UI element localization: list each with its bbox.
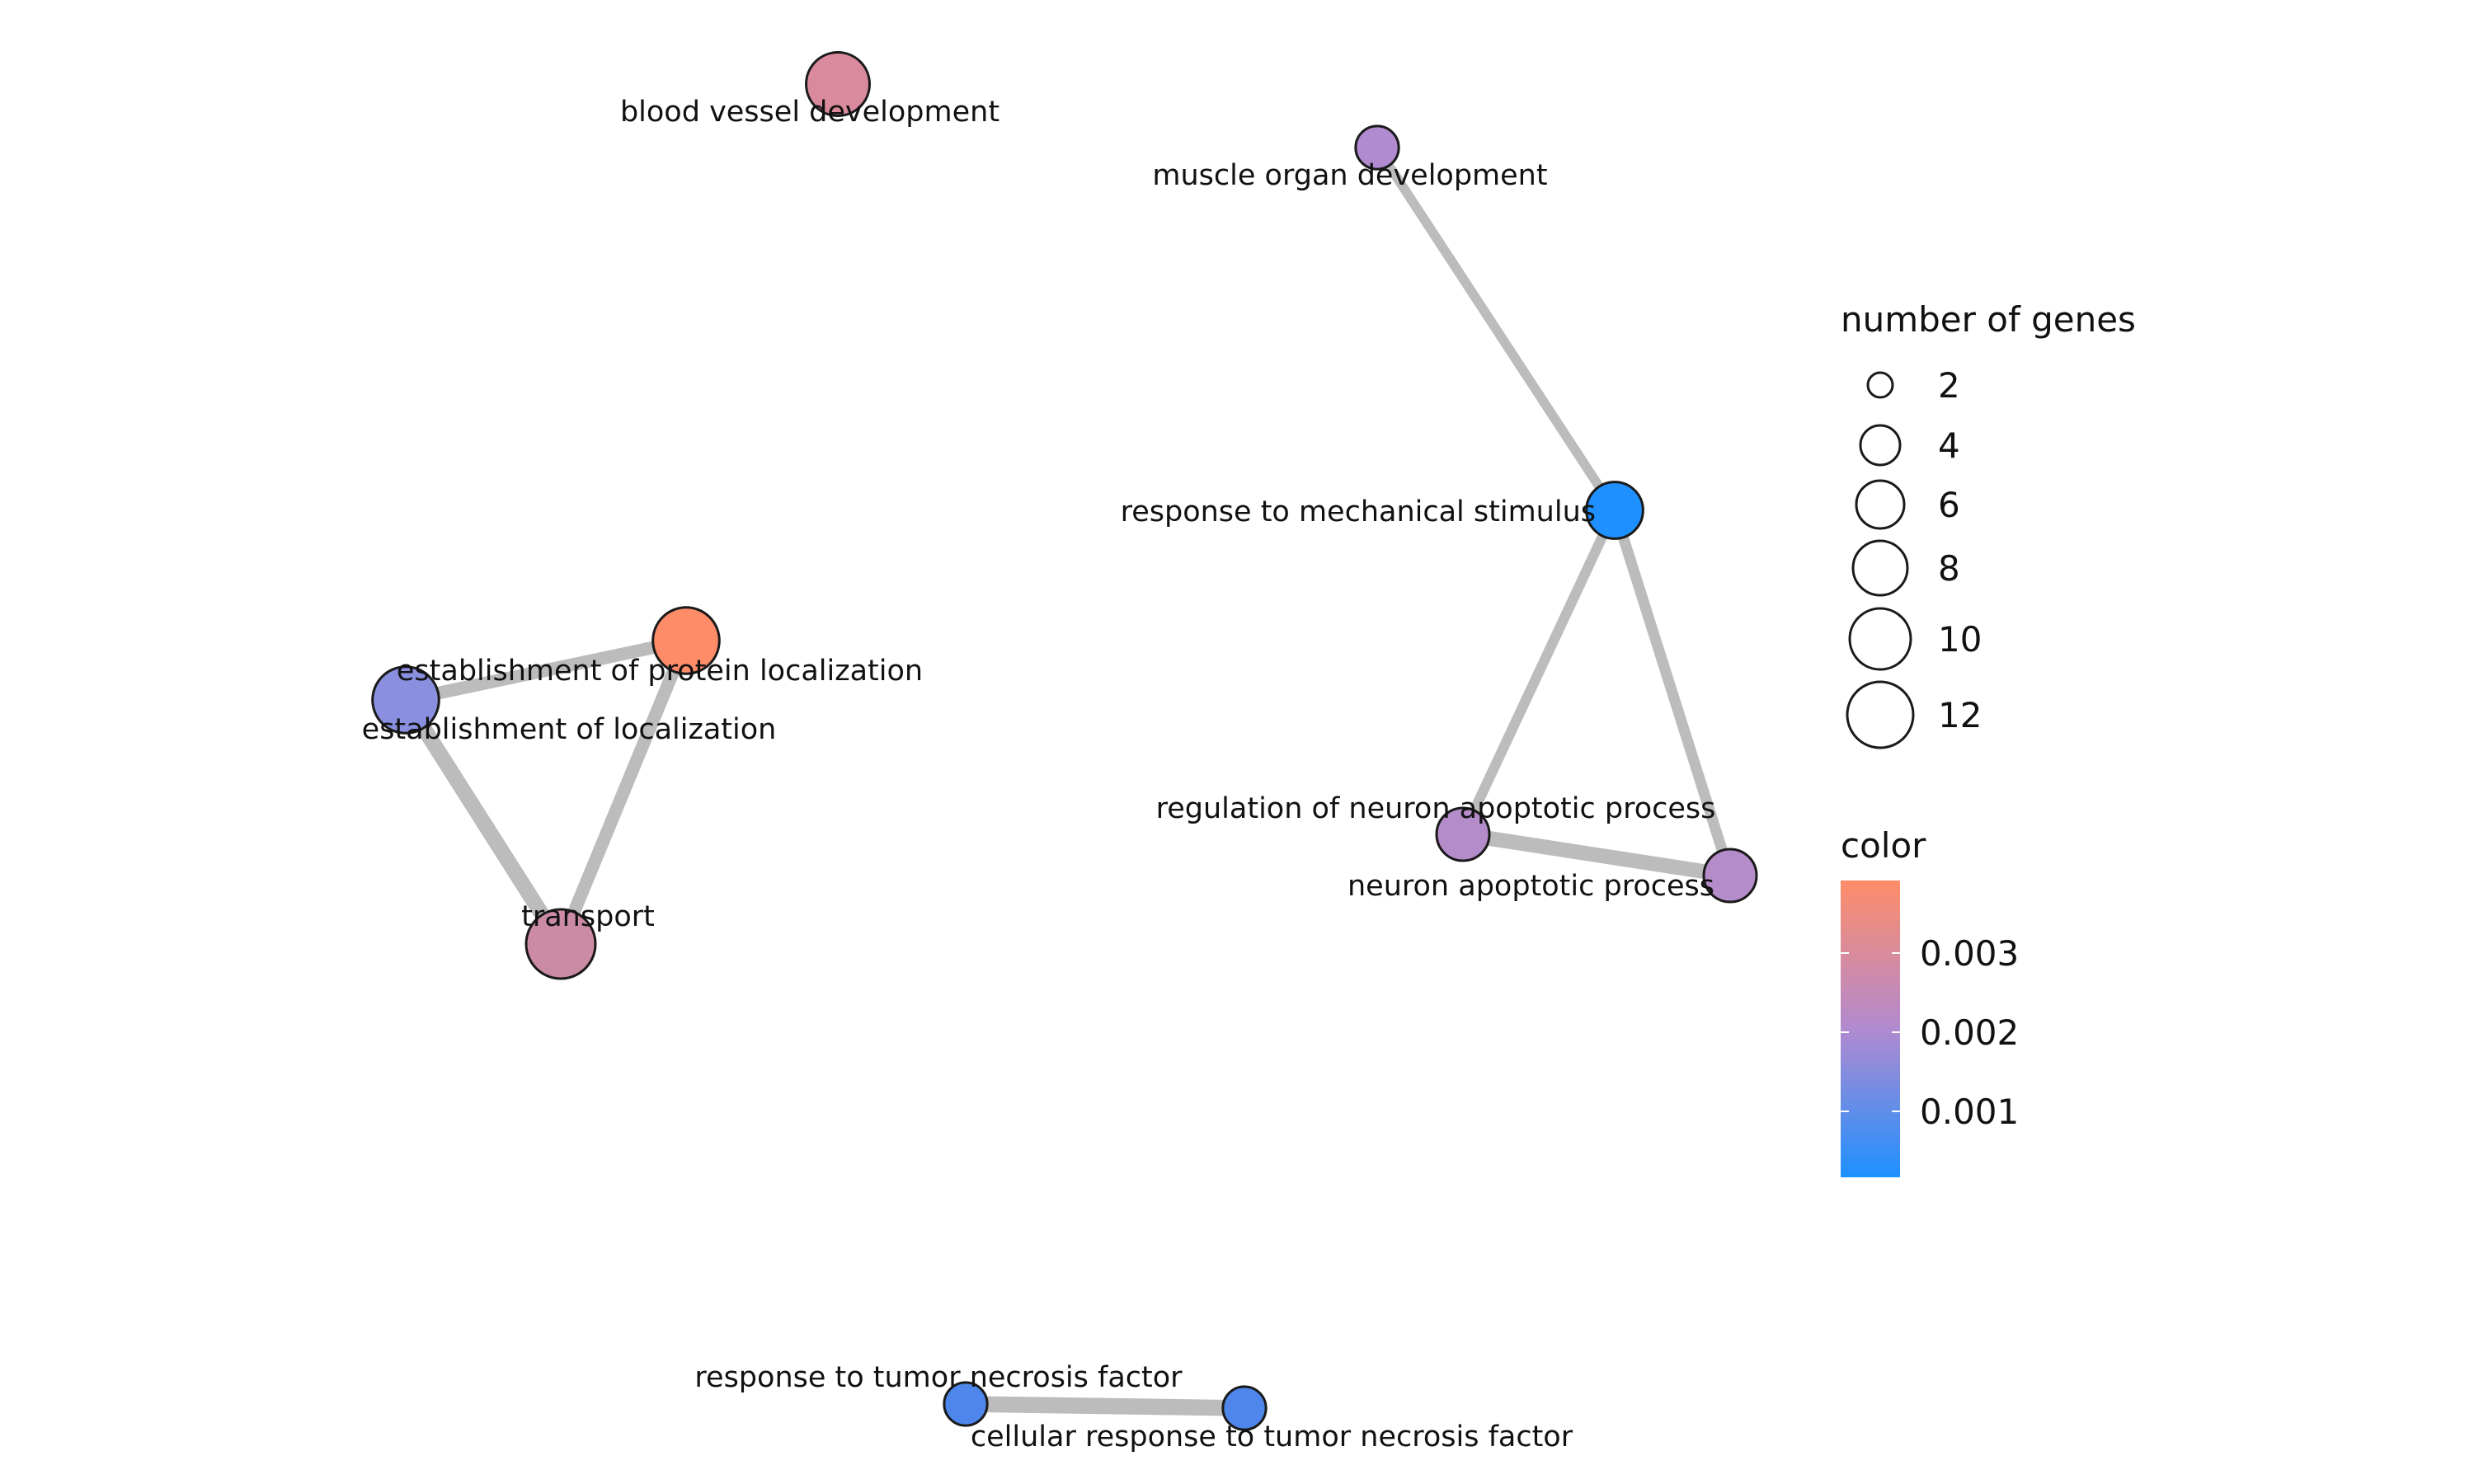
network-node-label: response to mechanical stimulus [1121,495,1596,528]
size-legend-label: 12 [1938,695,1982,735]
size-key-circle [1846,680,1915,749]
network-node [1221,1385,1268,1431]
color-legend-title: color [1841,825,1926,866]
network-nodes [371,51,1758,1431]
network-node-label: regulation of neuron apoptotic process [1156,792,1716,825]
size-key-circle [1855,479,1906,530]
network-edge [1609,509,1736,877]
network-node-label: establishment of localization [362,713,777,746]
network-node [524,908,597,980]
size-key-circle [1848,607,1912,671]
network-edge [1458,508,1620,837]
network-labels: blood vessel development muscle organ dev… [362,96,1716,1453]
network-edge [399,695,567,949]
network-node [1435,806,1491,862]
network-node-label: transport [521,900,655,933]
network-node-label: neuron apoptotic process [1348,870,1714,903]
network-node-label: muscle organ development [1152,159,1547,192]
network-edge [1461,827,1732,883]
size-legend-label: 8 [1938,548,1960,589]
network-node-label: blood vessel development [620,96,999,129]
size-legend: number of genes 2 4 6 8 10 12 [1841,299,2136,749]
network-node [371,665,440,735]
size-legend-label: 2 [1938,365,1960,406]
network-node-label: response to tumor necrosis factor [694,1361,1183,1394]
color-legend: color 0.003 0.002 0.001 [1841,825,2019,1177]
size-key-circle [1851,539,1909,597]
network-node [943,1381,989,1427]
network-node-label: cellular response to tumor necrosis fact… [971,1421,1573,1453]
network-edge [554,638,693,946]
network-edge [404,634,688,707]
network-node [651,606,721,675]
size-key-circle [1859,424,1902,467]
network-edges [399,144,1736,1416]
colorbar [1841,881,1900,1177]
network-node [1585,481,1644,540]
network-node-label: establishment of protein localization [397,655,923,688]
colorbar-tick-label: 0.001 [1920,1092,2019,1132]
size-legend-label: 4 [1938,425,1960,466]
size-key-circle [1866,371,1894,399]
size-legend-label: 10 [1938,619,1982,660]
size-legend-label: 6 [1938,485,1960,525]
colorbar-tick-label: 0.002 [1920,1012,2019,1053]
network-node [1354,124,1400,171]
size-legend-title: number of genes [1841,299,2136,340]
colorbar-tick-label: 0.003 [1920,933,2019,974]
network-edge [1373,144,1619,514]
network-node [1702,848,1758,904]
network-edge [965,1396,1245,1416]
network-node [805,51,871,117]
